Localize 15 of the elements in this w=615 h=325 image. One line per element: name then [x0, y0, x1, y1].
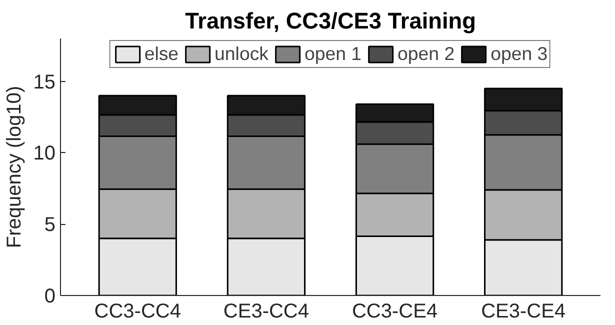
- x-tick-label: CC3-CE4: [352, 300, 438, 322]
- x-tick-label: CE3-CC4: [223, 300, 310, 322]
- y-tick-label: 10: [33, 142, 56, 165]
- legend-label: else: [144, 43, 179, 65]
- x-tick-label: CE3-CE4: [481, 300, 566, 322]
- legend-label: unlock: [214, 43, 268, 65]
- legend-label: open 3: [490, 43, 548, 65]
- y-tick-label: 15: [33, 71, 56, 94]
- legend-label: open 2: [398, 43, 455, 65]
- y-tick-label: 0: [44, 286, 56, 308]
- y-axis-title: Frequency (log10): [3, 86, 26, 248]
- y-tick-label: 5: [44, 214, 56, 236]
- x-tick-label: CC3-CC4: [94, 300, 181, 322]
- chart-title: Transfer, CC3/CE3 Training: [185, 8, 476, 34]
- legend-label: open 1: [304, 43, 362, 65]
